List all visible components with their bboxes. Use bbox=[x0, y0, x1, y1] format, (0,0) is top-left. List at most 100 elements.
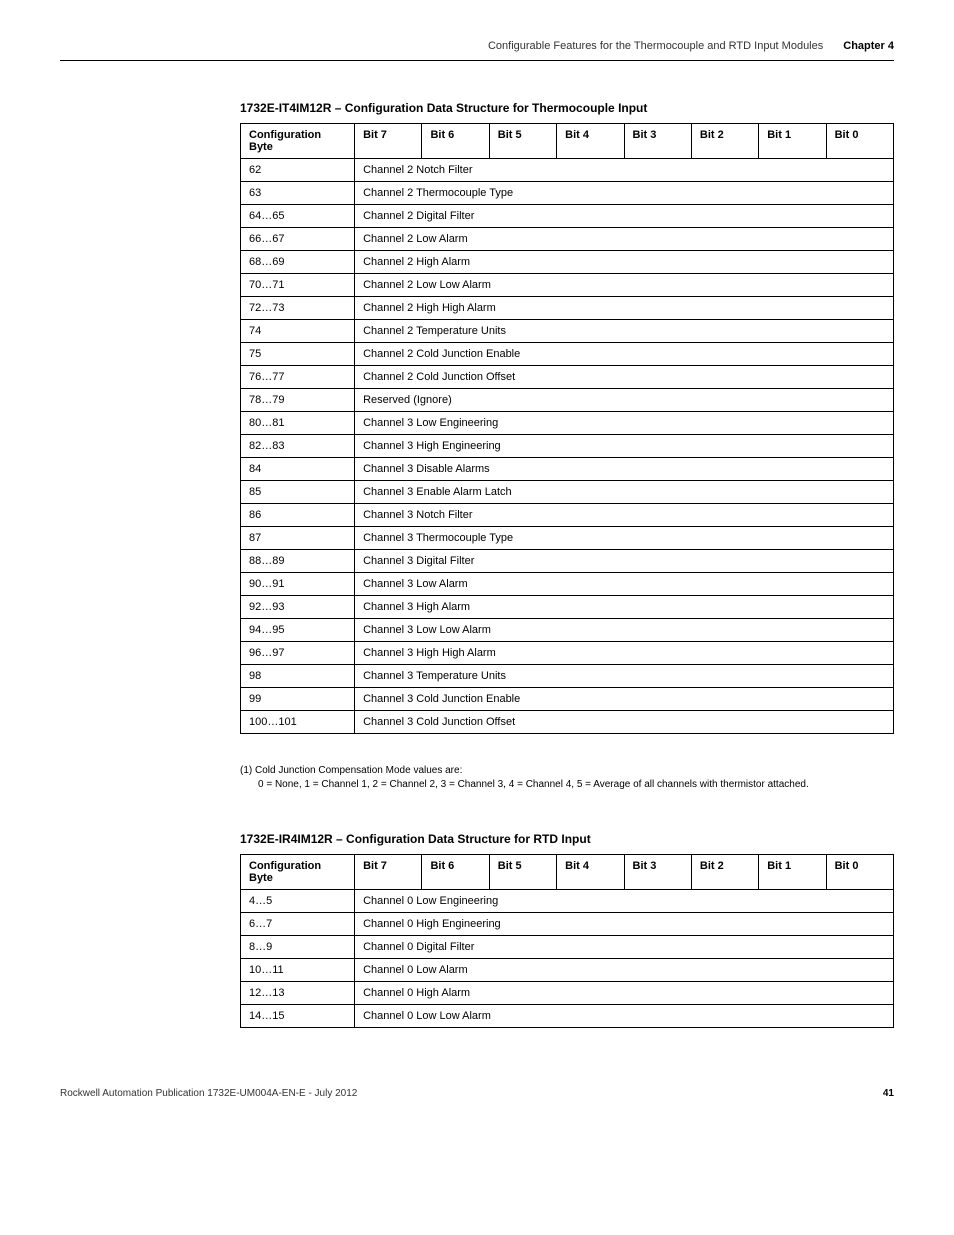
table-row: 63Channel 2 Thermocouple Type bbox=[241, 182, 894, 205]
description-cell: Channel 3 Disable Alarms bbox=[355, 458, 894, 481]
table-row: 82…83Channel 3 High Engineering bbox=[241, 435, 894, 458]
table-row: 94…95Channel 3 Low Low Alarm bbox=[241, 619, 894, 642]
table2-header-config: Configuration Byte bbox=[241, 855, 355, 890]
config-byte-cell: 66…67 bbox=[241, 228, 355, 251]
table1-section: 1732E-IT4IM12R – Configuration Data Stru… bbox=[240, 101, 894, 734]
table1-header-bit2: Bit 2 bbox=[691, 124, 758, 159]
table-row: 6…7Channel 0 High Engineering bbox=[241, 913, 894, 936]
table-row: 70…71Channel 2 Low Low Alarm bbox=[241, 274, 894, 297]
table-row: 62Channel 2 Notch Filter bbox=[241, 159, 894, 182]
config-byte-cell: 92…93 bbox=[241, 596, 355, 619]
page-header: Configurable Features for the Thermocoup… bbox=[60, 40, 894, 52]
table-row: 96…97Channel 3 High High Alarm bbox=[241, 642, 894, 665]
config-byte-cell: 88…89 bbox=[241, 550, 355, 573]
table-row: 75Channel 2 Cold Junction Enable bbox=[241, 343, 894, 366]
table2-header-row: Configuration Byte Bit 7 Bit 6 Bit 5 Bit… bbox=[241, 855, 894, 890]
description-cell: Channel 3 Cold Junction Offset bbox=[355, 711, 894, 734]
page-footer: Rockwell Automation Publication 1732E-UM… bbox=[60, 1088, 894, 1099]
description-cell: Channel 3 High Engineering bbox=[355, 435, 894, 458]
table1-header-bit6: Bit 6 bbox=[422, 124, 489, 159]
table-row: 100…101Channel 3 Cold Junction Offset bbox=[241, 711, 894, 734]
description-cell: Channel 3 High High Alarm bbox=[355, 642, 894, 665]
table-row: 86Channel 3 Notch Filter bbox=[241, 504, 894, 527]
table1-header-row: Configuration Byte Bit 7 Bit 6 Bit 5 Bit… bbox=[241, 124, 894, 159]
description-cell: Channel 3 Enable Alarm Latch bbox=[355, 481, 894, 504]
footnote-marker: (1) bbox=[240, 765, 252, 776]
description-cell: Channel 3 Low Alarm bbox=[355, 573, 894, 596]
table-row: 12…13Channel 0 High Alarm bbox=[241, 982, 894, 1005]
table2: Configuration Byte Bit 7 Bit 6 Bit 5 Bit… bbox=[240, 854, 894, 1028]
table2-title: 1732E-IR4IM12R – Configuration Data Stru… bbox=[240, 832, 894, 846]
description-cell: Channel 3 Temperature Units bbox=[355, 665, 894, 688]
table1-title: 1732E-IT4IM12R – Configuration Data Stru… bbox=[240, 101, 894, 115]
table-row: 76…77Channel 2 Cold Junction Offset bbox=[241, 366, 894, 389]
table-row: 10…11Channel 0 Low Alarm bbox=[241, 959, 894, 982]
table-row: 85Channel 3 Enable Alarm Latch bbox=[241, 481, 894, 504]
table-row: 68…69Channel 2 High Alarm bbox=[241, 251, 894, 274]
footer-page-number: 41 bbox=[883, 1088, 894, 1099]
config-byte-cell: 4…5 bbox=[241, 890, 355, 913]
config-byte-cell: 63 bbox=[241, 182, 355, 205]
description-cell: Channel 3 Low Low Alarm bbox=[355, 619, 894, 642]
config-byte-cell: 68…69 bbox=[241, 251, 355, 274]
header-rule bbox=[60, 60, 894, 61]
description-cell: Channel 0 High Engineering bbox=[355, 913, 894, 936]
table1-header-config: Configuration Byte bbox=[241, 124, 355, 159]
description-cell: Channel 3 High Alarm bbox=[355, 596, 894, 619]
header-title: Configurable Features for the Thermocoup… bbox=[488, 40, 823, 52]
config-byte-cell: 6…7 bbox=[241, 913, 355, 936]
description-cell: Channel 2 Low Low Alarm bbox=[355, 274, 894, 297]
table-row: 98Channel 3 Temperature Units bbox=[241, 665, 894, 688]
config-byte-cell: 82…83 bbox=[241, 435, 355, 458]
config-byte-cell: 87 bbox=[241, 527, 355, 550]
footnote-line1: Cold Junction Compensation Mode values a… bbox=[255, 765, 462, 776]
description-cell: Channel 2 Digital Filter bbox=[355, 205, 894, 228]
footnote: (1) Cold Junction Compensation Mode valu… bbox=[240, 764, 894, 792]
footer-publication: Rockwell Automation Publication 1732E-UM… bbox=[60, 1088, 357, 1099]
description-cell: Channel 3 Digital Filter bbox=[355, 550, 894, 573]
table-row: 88…89Channel 3 Digital Filter bbox=[241, 550, 894, 573]
description-cell: Channel 2 Thermocouple Type bbox=[355, 182, 894, 205]
table1: Configuration Byte Bit 7 Bit 6 Bit 5 Bit… bbox=[240, 123, 894, 734]
config-byte-cell: 14…15 bbox=[241, 1005, 355, 1028]
table-row: 14…15Channel 0 Low Low Alarm bbox=[241, 1005, 894, 1028]
config-byte-cell: 64…65 bbox=[241, 205, 355, 228]
config-byte-cell: 98 bbox=[241, 665, 355, 688]
description-cell: Channel 3 Notch Filter bbox=[355, 504, 894, 527]
table-row: 87Channel 3 Thermocouple Type bbox=[241, 527, 894, 550]
table-row: 92…93Channel 3 High Alarm bbox=[241, 596, 894, 619]
config-byte-cell: 72…73 bbox=[241, 297, 355, 320]
config-byte-cell: 100…101 bbox=[241, 711, 355, 734]
table1-header-bit3: Bit 3 bbox=[624, 124, 691, 159]
table1-header-bit0: Bit 0 bbox=[826, 124, 893, 159]
config-byte-cell: 86 bbox=[241, 504, 355, 527]
table2-header-bit4: Bit 4 bbox=[557, 855, 624, 890]
table1-header-bit4: Bit 4 bbox=[557, 124, 624, 159]
table-row: 80…81Channel 3 Low Engineering bbox=[241, 412, 894, 435]
table2-header-bit3: Bit 3 bbox=[624, 855, 691, 890]
table-row: 90…91Channel 3 Low Alarm bbox=[241, 573, 894, 596]
description-cell: Channel 2 Low Alarm bbox=[355, 228, 894, 251]
table-row: 84Channel 3 Disable Alarms bbox=[241, 458, 894, 481]
config-byte-cell: 80…81 bbox=[241, 412, 355, 435]
table2-header-bit1: Bit 1 bbox=[759, 855, 826, 890]
config-byte-cell: 94…95 bbox=[241, 619, 355, 642]
table-row: 8…9Channel 0 Digital Filter bbox=[241, 936, 894, 959]
table-row: 78…79Reserved (Ignore) bbox=[241, 389, 894, 412]
config-byte-cell: 85 bbox=[241, 481, 355, 504]
description-cell: Reserved (Ignore) bbox=[355, 389, 894, 412]
config-byte-cell: 62 bbox=[241, 159, 355, 182]
description-cell: Channel 2 Notch Filter bbox=[355, 159, 894, 182]
config-byte-cell: 76…77 bbox=[241, 366, 355, 389]
description-cell: Channel 2 High Alarm bbox=[355, 251, 894, 274]
config-byte-cell: 84 bbox=[241, 458, 355, 481]
description-cell: Channel 3 Cold Junction Enable bbox=[355, 688, 894, 711]
table2-header-bit5: Bit 5 bbox=[489, 855, 556, 890]
table1-header-bit1: Bit 1 bbox=[759, 124, 826, 159]
description-cell: Channel 0 Low Alarm bbox=[355, 959, 894, 982]
config-byte-cell: 10…11 bbox=[241, 959, 355, 982]
description-cell: Channel 2 Temperature Units bbox=[355, 320, 894, 343]
config-byte-cell: 74 bbox=[241, 320, 355, 343]
description-cell: Channel 0 Low Engineering bbox=[355, 890, 894, 913]
table-row: 66…67Channel 2 Low Alarm bbox=[241, 228, 894, 251]
